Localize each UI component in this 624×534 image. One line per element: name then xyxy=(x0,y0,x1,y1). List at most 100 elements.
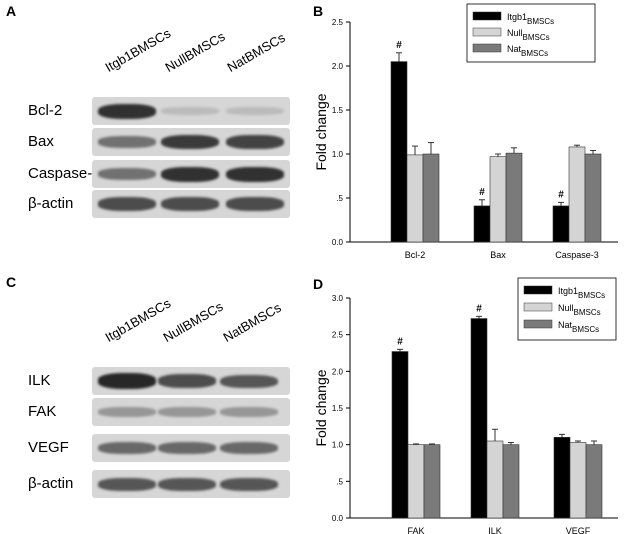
significance-marker: # xyxy=(479,187,485,198)
western-blot-panel-c: Itgb1BMSCs NullBMSCs NatBMSCs ILK FAK VEGF β-a… xyxy=(0,270,300,530)
significance-marker: # xyxy=(397,336,403,347)
significance-marker: # xyxy=(476,303,482,314)
chart-legend: Itgb1BMSCs NullBMSCs NatBMSCs xyxy=(517,277,617,341)
bar-nat-caspase-3 xyxy=(584,153,602,243)
bar-itgb1-ilk xyxy=(470,318,488,519)
legend-label-itgb1: Itgb1BMSCs xyxy=(558,286,605,300)
bar-itgb1-fak xyxy=(391,351,409,519)
bar-chart-d: 0.0 .5 1.0 1.5 2.0 2.5 3.0 Fold change # FAK # ILK V… xyxy=(313,277,618,534)
bar-null-ilk xyxy=(486,440,504,519)
blot-band xyxy=(158,407,216,417)
lane-label-itgb1bmscs: Itgb1BMSCs xyxy=(102,295,174,345)
protein-label--actin: β-actin xyxy=(28,475,74,492)
y-tick-label: .5 xyxy=(336,477,343,486)
bar-null-fak xyxy=(407,444,425,519)
blot-band xyxy=(220,442,278,454)
y-tick-label: 2.0 xyxy=(332,367,344,376)
blot-band xyxy=(158,477,216,491)
lane-label-natbmscs: NatBMSCs xyxy=(224,29,288,75)
blot-band xyxy=(98,168,156,180)
blot-band xyxy=(98,373,156,389)
blot-band xyxy=(98,442,156,454)
x-category-label: FAK xyxy=(407,526,424,534)
legend-swatch-null xyxy=(472,27,502,37)
x-category-label: VEGF xyxy=(566,526,591,534)
bar-itgb1-vegf xyxy=(553,437,571,519)
y-axis-label: Fold change xyxy=(313,369,329,446)
bar-nat-bcl-2 xyxy=(422,153,440,243)
legend-swatch-null xyxy=(523,302,553,312)
blot-band xyxy=(158,442,216,454)
y-tick-label: .5 xyxy=(336,194,343,203)
bar-null-bcl-2 xyxy=(406,154,424,243)
blot-band xyxy=(226,197,284,211)
legend-label-null: NullBMSCs xyxy=(558,303,601,317)
blot-band xyxy=(226,107,284,115)
blot-band xyxy=(98,103,156,119)
y-axis-label: Fold change xyxy=(313,93,329,170)
x-category-label: Bax xyxy=(490,250,506,260)
bar-nat-vegf xyxy=(585,444,603,519)
chart-legend: Itgb1BMSCs NullBMSCs NatBMSCs xyxy=(466,3,596,63)
protein-label--actin: β-actin xyxy=(28,195,74,212)
protein-label-ilk: ILK xyxy=(28,372,51,389)
y-tick-label: 3.0 xyxy=(332,294,344,303)
panel-letter-c: C xyxy=(6,274,17,290)
blot-band xyxy=(98,136,156,148)
legend-label-nat: NatBMSCs xyxy=(558,320,599,334)
bar-itgb1-bcl-2 xyxy=(390,61,408,243)
y-tick-label: 2.5 xyxy=(332,18,344,27)
bar-chart-b: 0.0 .5 1.0 1.5 2.0 2.5 Fold change # Bcl-2 # Bax # C… xyxy=(313,3,618,260)
blot-band xyxy=(220,374,278,388)
bar-itgb1-caspase-3 xyxy=(552,205,570,243)
western-blot-panel-a: Itgb1BMSCs NullBMSCs NatBMSCs Bcl-2 Bax Caspa… xyxy=(0,0,300,260)
protein-label-bax: Bax xyxy=(28,133,54,150)
y-tick-label: 1.5 xyxy=(332,106,344,115)
blot-band xyxy=(98,407,156,417)
bar-null-bax xyxy=(489,156,507,243)
blot-band xyxy=(161,134,219,150)
legend-swatch-nat xyxy=(523,319,553,329)
y-tick-label: 2.5 xyxy=(332,331,344,340)
blot-band xyxy=(98,197,156,211)
y-tick-label: 2.0 xyxy=(332,62,344,71)
y-tick-label: 1.5 xyxy=(332,404,344,413)
significance-marker: # xyxy=(396,40,402,51)
blot-band xyxy=(226,135,284,149)
protein-label-fak: FAK xyxy=(28,403,57,420)
x-category-label: Caspase-3 xyxy=(555,250,599,260)
legend-label-nat: NatBMSCs xyxy=(507,44,548,58)
legend-label-itgb1: Itgb1BMSCs xyxy=(507,12,554,26)
y-tick-label: 0.0 xyxy=(332,514,344,523)
legend-swatch-itgb1 xyxy=(472,11,502,21)
protein-label-caspase-3: Caspase-3 xyxy=(28,165,101,182)
panel-letter-d: D xyxy=(313,276,324,292)
blot-band xyxy=(161,166,219,182)
blot-band xyxy=(98,477,156,491)
blot-band xyxy=(161,197,219,211)
bar-nat-bax xyxy=(505,152,523,243)
bar-null-vegf xyxy=(569,442,587,519)
bar-itgb1-bax xyxy=(473,205,491,243)
legend-label-null: NullBMSCs xyxy=(507,28,550,42)
y-tick-label: 0.0 xyxy=(332,238,344,247)
panel-letter-b: B xyxy=(313,3,324,19)
blot-band xyxy=(220,407,278,417)
lane-label-nullbmscs: NullBMSCs xyxy=(162,28,228,75)
legend-swatch-itgb1 xyxy=(523,285,553,295)
x-category-label: Bcl-2 xyxy=(405,250,426,260)
significance-marker: # xyxy=(558,189,564,200)
bar-nat-ilk xyxy=(502,444,520,519)
protein-label-vegf: VEGF xyxy=(28,439,69,456)
lane-label-natbmscs: NatBMSCs xyxy=(220,299,284,345)
protein-label-bcl-2: Bcl-2 xyxy=(28,102,63,119)
bar-null-caspase-3 xyxy=(568,146,586,243)
y-tick-label: 1.0 xyxy=(332,150,344,159)
x-category-label: ILK xyxy=(488,526,502,534)
y-tick-label: 1.0 xyxy=(332,441,344,450)
blot-band xyxy=(220,477,278,491)
blot-band xyxy=(226,166,284,182)
legend-swatch-nat xyxy=(472,43,502,53)
lane-label-itgb1bmscs: Itgb1BMSCs xyxy=(102,25,174,75)
bar-nat-fak xyxy=(423,444,441,519)
